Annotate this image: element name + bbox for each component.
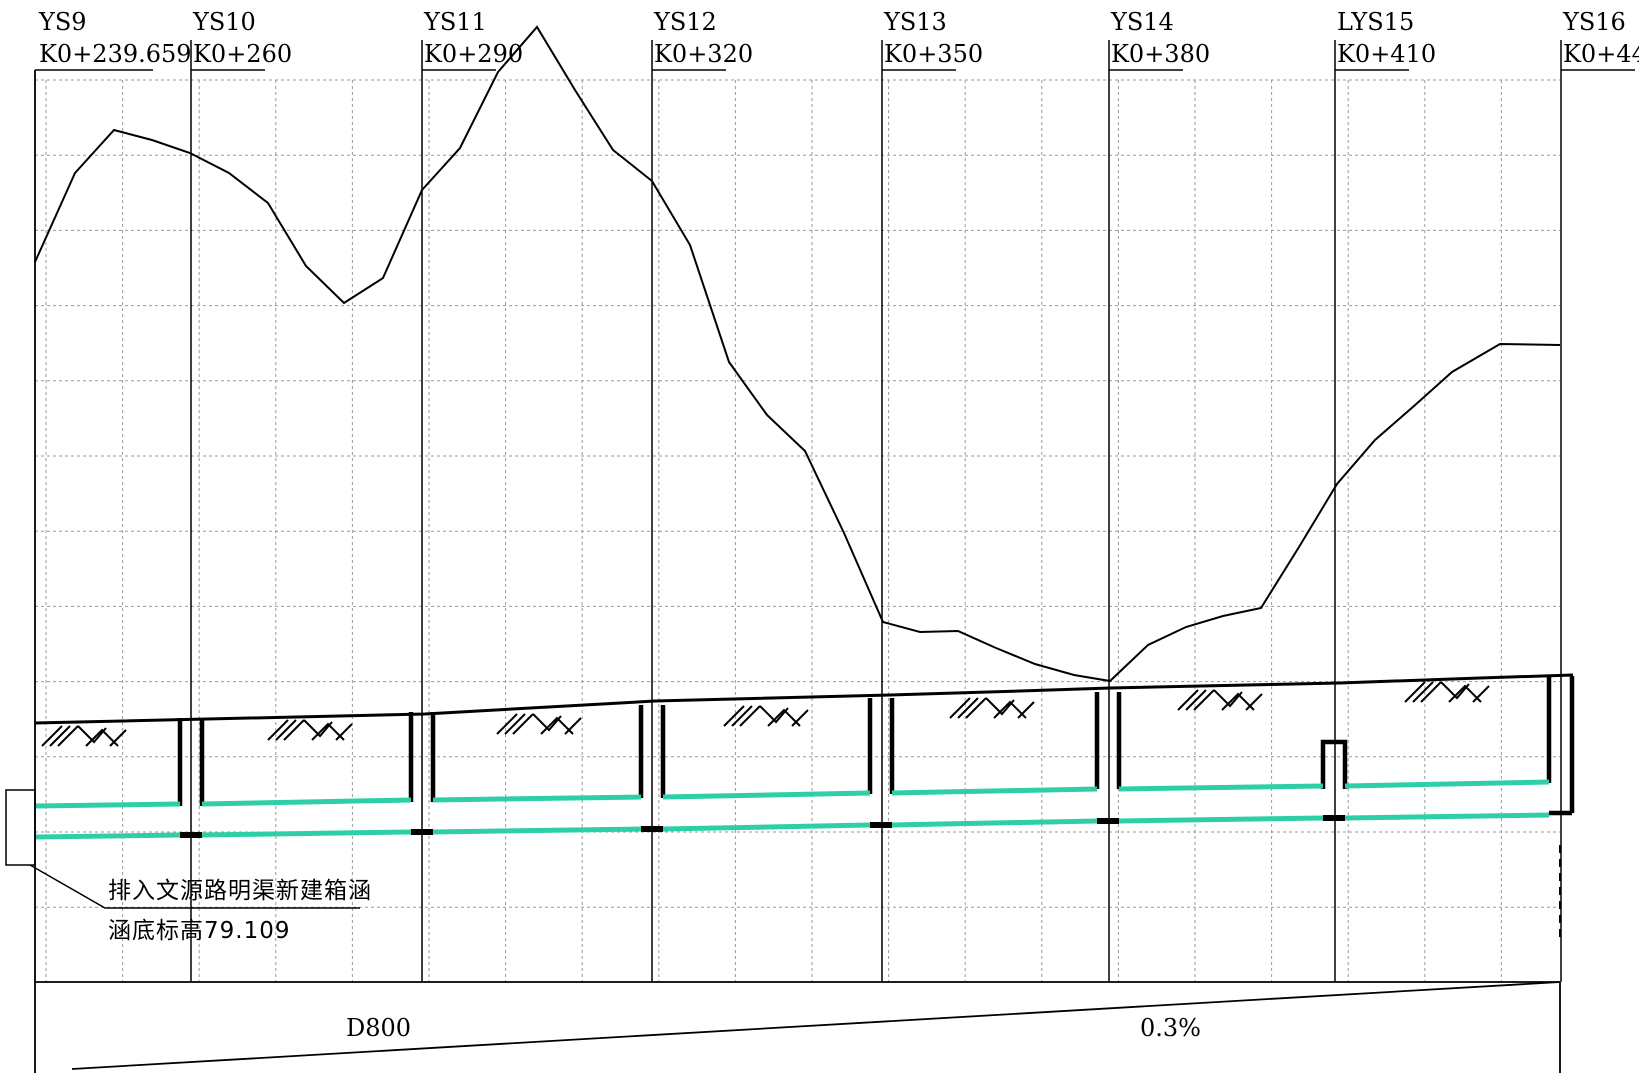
pipe-diameter: D800 xyxy=(346,1014,411,1042)
manhole-shafts xyxy=(177,676,1575,816)
hatch-symbol xyxy=(41,725,127,747)
station-chainage: K0+410 xyxy=(1337,40,1436,68)
station-chainage: K0+320 xyxy=(654,40,753,68)
station-chainage: K0+239.659 xyxy=(39,40,192,68)
design-road-line xyxy=(34,673,1574,725)
ground-hatch-symbols xyxy=(41,681,1490,747)
ground-profile-line xyxy=(34,25,1561,683)
station-chainage: K0+290 xyxy=(424,40,523,68)
station-name: LYS15 xyxy=(1337,8,1414,36)
station-name: YS13 xyxy=(883,8,947,36)
outlet-box-culvert xyxy=(5,789,36,866)
outlet-note-line2: 涵底标高79.109 xyxy=(108,918,290,944)
station-labels: YS9 K0+239.659 YS10 K0+260 YS11 K0+290 Y… xyxy=(38,8,1639,68)
pipe-segments xyxy=(34,779,1550,840)
station-name: YS14 xyxy=(1110,8,1174,36)
manhole-bases xyxy=(180,815,1345,838)
station-name: YS16 xyxy=(1562,8,1626,36)
outlet-leader xyxy=(29,864,360,909)
station-name: YS10 xyxy=(192,8,256,36)
outlet-note-line1: 排入文源路明渠新建箱涵 xyxy=(108,878,372,904)
pipe-slope: 0.3% xyxy=(1140,1014,1201,1042)
station-chainage: K0+260 xyxy=(193,40,292,68)
hatch-symbol xyxy=(1177,689,1263,711)
station-chainage: K0+380 xyxy=(1111,40,1210,68)
station-name: YS9 xyxy=(38,8,87,36)
station-chainage: K0+350 xyxy=(884,40,983,68)
station-name: YS11 xyxy=(423,8,487,36)
hatch-symbol xyxy=(496,713,582,735)
station-name: YS12 xyxy=(653,8,717,36)
station-lines xyxy=(190,40,1562,982)
hatch-symbol xyxy=(1404,681,1490,703)
hatch-symbol xyxy=(723,705,809,727)
station-chainage: K0+440 xyxy=(1563,40,1639,68)
hatch-symbol xyxy=(949,697,1035,719)
grid xyxy=(35,79,1560,982)
pipe-table xyxy=(34,70,1561,1073)
hatch-symbol xyxy=(267,719,353,741)
